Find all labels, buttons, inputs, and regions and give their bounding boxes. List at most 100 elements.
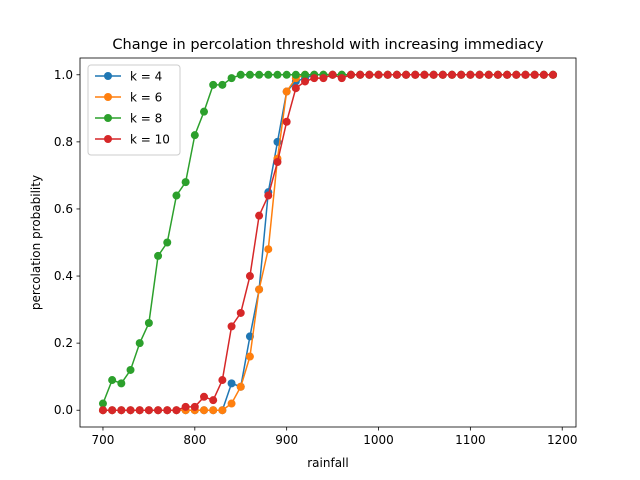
- data-point: [264, 191, 273, 200]
- data-point: [301, 70, 310, 79]
- legend-marker: [104, 93, 112, 101]
- plot-frame: [79, 57, 577, 428]
- x-tick-label: 800: [183, 433, 206, 447]
- x-tick-label: 900: [275, 433, 298, 447]
- data-point: [98, 399, 107, 408]
- x-tick-label: 1000: [363, 433, 394, 447]
- x-axis: 700 800 900 1000 1100 1200: [92, 427, 578, 447]
- data-point: [126, 365, 135, 374]
- legend-marker: [104, 72, 112, 80]
- data-point: [135, 339, 144, 348]
- data-point: [337, 74, 346, 83]
- data-point: [181, 178, 190, 187]
- y-axis: 0.0 0.2 0.4 0.6 0.8 1.0: [54, 68, 80, 417]
- data-point: [549, 70, 558, 79]
- y-tick-label: 1.0: [54, 68, 73, 82]
- legend-item: k = 6: [95, 91, 162, 105]
- data-point: [108, 406, 117, 415]
- x-tick-label: 1100: [455, 433, 486, 447]
- data-point: [438, 70, 447, 79]
- data-point: [172, 406, 181, 415]
- data-point: [530, 70, 539, 79]
- data-point: [117, 406, 126, 415]
- data-point: [245, 352, 254, 361]
- data-point: [126, 406, 135, 415]
- data-point: [448, 70, 456, 79]
- data-point: [493, 70, 502, 79]
- data-point: [236, 70, 245, 79]
- data-point: [172, 191, 181, 200]
- data-point: [209, 396, 218, 405]
- data-point: [328, 70, 337, 79]
- data-point: [209, 406, 218, 415]
- data-point: [236, 308, 245, 317]
- data-point: [200, 406, 208, 415]
- data-point: [484, 70, 493, 79]
- legend-box: [87, 64, 181, 156]
- x-tick-label: 700: [92, 433, 115, 447]
- data-point: [154, 251, 163, 260]
- data-point: [236, 382, 245, 391]
- legend-label: k = 6: [130, 91, 162, 105]
- series-4: [98, 70, 558, 415]
- data-point: [163, 238, 172, 247]
- data-point: [200, 392, 208, 401]
- data-point: [365, 70, 374, 79]
- data-point: [301, 77, 310, 86]
- data-point: [310, 74, 319, 83]
- data-point: [255, 285, 264, 294]
- legend-marker: [104, 135, 112, 143]
- legend-item: k = 4: [95, 70, 162, 84]
- data-point: [245, 272, 254, 281]
- data-point: [273, 70, 282, 79]
- data-point: [218, 406, 227, 415]
- data-point: [503, 70, 512, 79]
- data-point: [255, 70, 264, 79]
- data-point: [209, 80, 218, 89]
- data-point: [282, 117, 291, 126]
- data-point: [319, 74, 328, 83]
- data-point: [227, 379, 236, 388]
- data-point: [429, 70, 438, 79]
- legend-item: k = 8: [95, 112, 162, 126]
- data-point: [144, 319, 153, 328]
- data-point: [282, 87, 291, 96]
- data-point: [218, 80, 227, 89]
- legend-label: k = 8: [130, 112, 162, 126]
- data-point: [98, 406, 107, 415]
- data-point: [227, 399, 236, 408]
- data-point: [457, 70, 466, 79]
- data-point: [466, 70, 475, 79]
- legend-item: k = 10: [95, 133, 170, 147]
- data-point: [475, 70, 484, 79]
- legend-label: k = 10: [130, 133, 170, 147]
- data-point: [264, 70, 273, 79]
- data-point: [227, 322, 236, 331]
- data-point: [190, 131, 199, 140]
- data-point: [539, 70, 548, 79]
- y-tick-label: 0.2: [54, 336, 73, 350]
- x-axis-label: rainfall: [307, 456, 348, 470]
- data-point: [154, 406, 163, 415]
- data-point: [245, 70, 254, 79]
- y-tick-label: 0.4: [54, 269, 73, 283]
- data-point: [420, 70, 429, 79]
- legend-marker: [104, 114, 112, 122]
- data-point: [135, 406, 144, 415]
- y-tick-label: 0.8: [54, 135, 73, 149]
- data-point: [273, 157, 282, 166]
- data-point: [144, 406, 153, 415]
- data-point: [346, 70, 355, 79]
- data-point: [356, 70, 365, 79]
- data-point: [282, 70, 291, 79]
- legend: k = 4 k = 6 k = 8 k = 10: [87, 64, 181, 156]
- plot-area: [98, 70, 558, 415]
- data-point: [402, 70, 411, 79]
- data-point: [291, 84, 300, 93]
- data-point: [190, 402, 199, 411]
- data-point: [218, 376, 227, 385]
- x-tick-label: 1200: [547, 433, 578, 447]
- chart-title: Change in percolation threshold with inc…: [112, 37, 544, 53]
- data-point: [264, 245, 273, 254]
